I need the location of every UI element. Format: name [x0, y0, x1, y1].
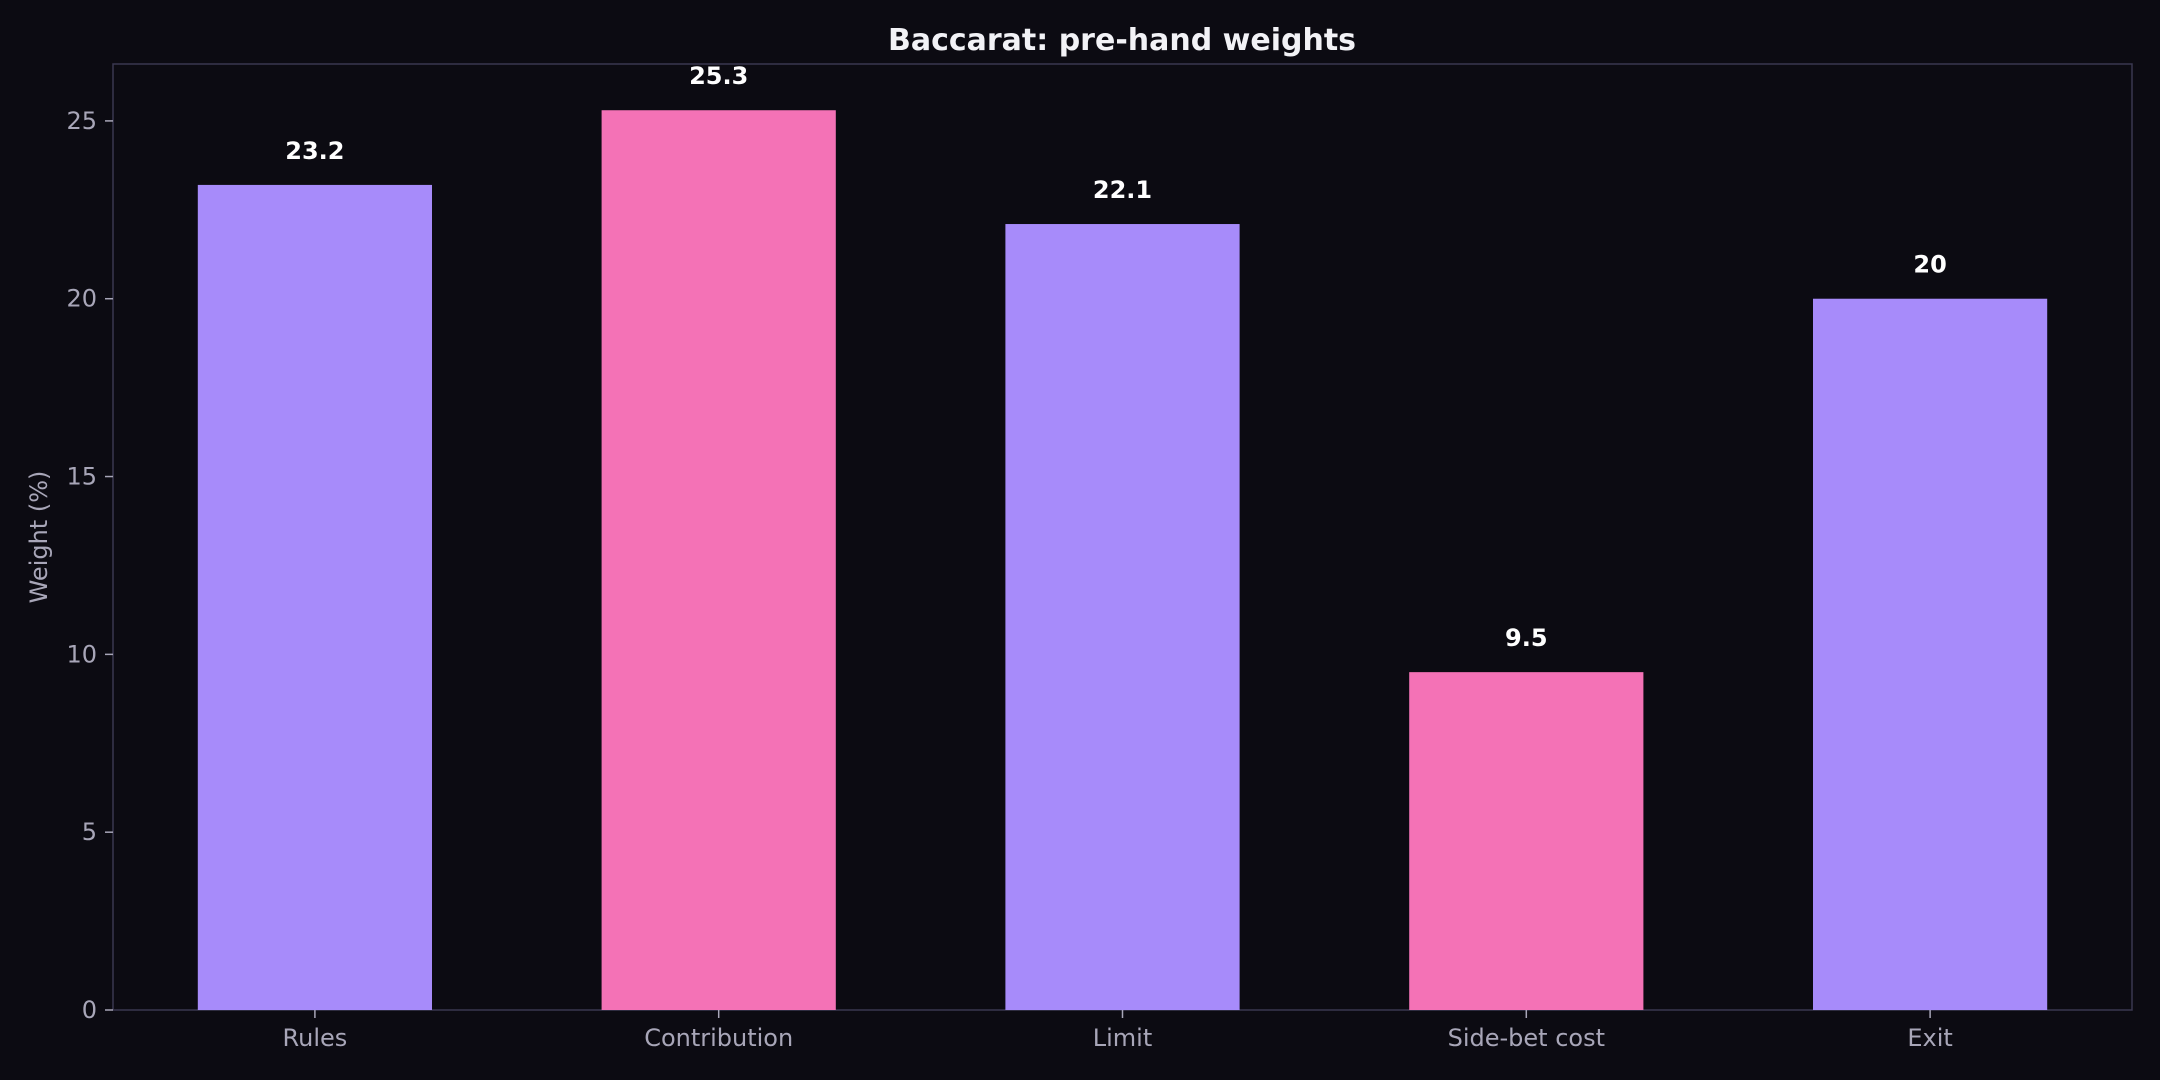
- x-tick-label-contribution: Contribution: [644, 1024, 793, 1052]
- x-tick-label-limit: Limit: [1093, 1024, 1153, 1052]
- bar-limit: [1005, 224, 1240, 1010]
- y-tick-label-25: 25: [66, 107, 97, 135]
- value-label-contribution: 25.3: [689, 62, 748, 90]
- value-labels-layer: 23.2 25.3 22.1 9.5 20: [285, 62, 1947, 652]
- y-tick-label-10: 10: [66, 640, 97, 668]
- bars-layer: [197, 110, 2048, 1010]
- value-label-side-bet-cost: 9.5: [1505, 624, 1548, 652]
- x-axis: Rules Contribution Limit Side-bet cost Exit: [283, 1010, 1953, 1052]
- y-axis-label: Weight (%): [25, 471, 53, 604]
- x-tick-label-rules: Rules: [283, 1024, 348, 1052]
- bar-side-bet-cost: [1409, 672, 1644, 1010]
- x-tick-label-side-bet-cost: Side-bet cost: [1448, 1024, 1605, 1052]
- y-tick-label-20: 20: [66, 285, 97, 313]
- value-label-limit: 22.1: [1093, 176, 1152, 204]
- x-tick-label-exit: Exit: [1907, 1024, 1952, 1052]
- chart-title: Baccarat: pre-hand weights: [888, 23, 1356, 58]
- bar-exit: [1812, 298, 2048, 1010]
- value-label-rules: 23.2: [285, 137, 344, 165]
- y-tick-label-0: 0: [82, 996, 97, 1024]
- y-tick-label-5: 5: [82, 818, 97, 846]
- value-label-exit: 20: [1913, 251, 1946, 279]
- bar-contribution: [601, 110, 836, 1010]
- y-axis: 0 5 10 15 20 25: [66, 107, 113, 1024]
- bar-rules: [197, 184, 433, 1010]
- y-tick-label-15: 15: [66, 463, 97, 491]
